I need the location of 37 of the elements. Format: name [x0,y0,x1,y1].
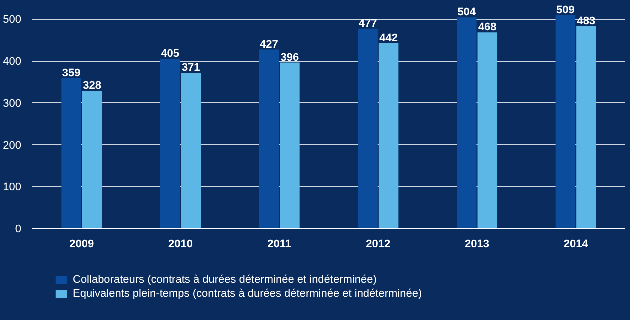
bar [259,50,280,228]
bar [378,44,399,228]
bar [576,26,596,228]
data-label: 504 [458,6,477,19]
bar [280,62,300,228]
legend-label: Collaborateurs (contrats à durées déterminée et indéterminée) [73,274,377,286]
bar [82,91,102,228]
y-tick-label: 300 [3,98,22,110]
bar [160,59,180,228]
x-tick-label: 2013 [465,238,490,250]
data-label: 359 [62,67,81,80]
data-label: 405 [161,48,180,60]
x-tick-label: 2014 [564,238,590,250]
data-label: 442 [380,32,398,45]
data-label: 371 [182,62,200,74]
data-label: 468 [478,22,497,34]
bar [358,28,378,228]
y-tick-label: 200 [3,140,22,152]
x-tick-label: 2009 [70,238,94,250]
legend-label: Equivalents plein-temps (contrats à durées déterminée et indéterminée) [73,288,422,300]
x-tick-label: 2010 [168,238,193,250]
data-label: 509 [556,4,575,16]
y-tick-label: 400 [3,56,22,68]
bar [478,32,498,228]
bar [181,73,202,228]
data-label: 396 [280,52,300,64]
y-tick-label: 500 [3,14,22,26]
bar [456,18,477,228]
data-label: 477 [358,18,378,30]
data-label: 328 [83,80,102,92]
bar [62,78,82,228]
data-label: 427 [260,38,278,51]
y-tick-label: 100 [3,182,22,194]
x-tick-label: 2012 [366,238,391,250]
y-tick-label: 0 [15,224,22,236]
bar [556,15,576,228]
x-tick-label: 2011 [268,238,292,250]
